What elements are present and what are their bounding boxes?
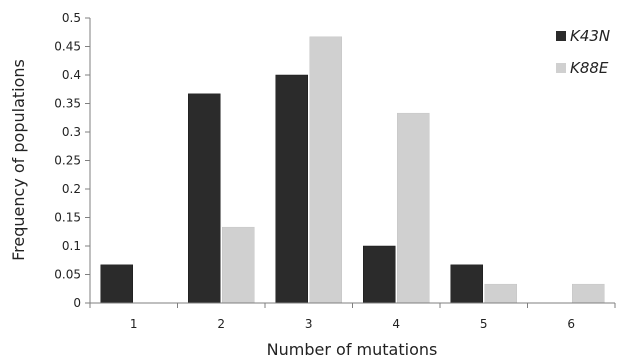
- bar-k43n-2: [188, 93, 221, 304]
- x-tick-label: 5: [480, 317, 488, 331]
- y-axis-title: Frequency of populations: [9, 59, 28, 261]
- bar-k43n-4: [363, 245, 396, 304]
- y-tick-label: 0.45: [54, 40, 81, 54]
- bar-k88e-5: [484, 283, 517, 304]
- legend-label-k88e: K88E: [570, 59, 609, 77]
- x-tick-label: 1: [130, 317, 138, 331]
- legend-swatch-k88e: [556, 63, 566, 73]
- y-tick-label: 0.05: [54, 268, 81, 282]
- x-tick-label: 2: [217, 317, 225, 331]
- legend: K43N K88E: [556, 27, 610, 77]
- y-tick-label: 0.35: [54, 97, 81, 111]
- bar-k88e-3: [309, 36, 342, 304]
- bar-k88e-2: [222, 226, 255, 304]
- y-tick-label: 0.3: [62, 125, 81, 139]
- y-ticks-group: 0 0.05 0.1 0.15 0.2 0.25 0.3 0.35 0.4 0.45 0.5: [54, 11, 90, 310]
- y-tick-label: 0.25: [54, 154, 81, 168]
- x-ticks-group: 1 2 3 4 5 6: [89, 303, 616, 331]
- bar-k43n-5: [450, 264, 483, 304]
- y-tick-label: 0.4: [62, 68, 81, 82]
- bar-k88e-4: [397, 112, 430, 304]
- bars-group: [100, 36, 605, 304]
- bar-k43n-3: [275, 74, 308, 304]
- bar-k88e-6: [572, 283, 605, 304]
- y-tick-label: 0.15: [54, 211, 81, 225]
- y-tick-label: 0.1: [62, 239, 81, 253]
- y-tick-label: 0.2: [62, 182, 81, 196]
- y-tick-label: 0: [73, 296, 81, 310]
- y-tick-label: 0.5: [62, 11, 81, 25]
- bar-k43n-1: [100, 264, 133, 304]
- legend-swatch-k43n: [556, 31, 566, 41]
- x-tick-label: 3: [305, 317, 313, 331]
- x-tick-label: 4: [392, 317, 400, 331]
- x-tick-label: 6: [567, 317, 575, 331]
- x-axis-title: Number of mutations: [267, 340, 438, 358]
- legend-label-k43n: K43N: [570, 27, 610, 45]
